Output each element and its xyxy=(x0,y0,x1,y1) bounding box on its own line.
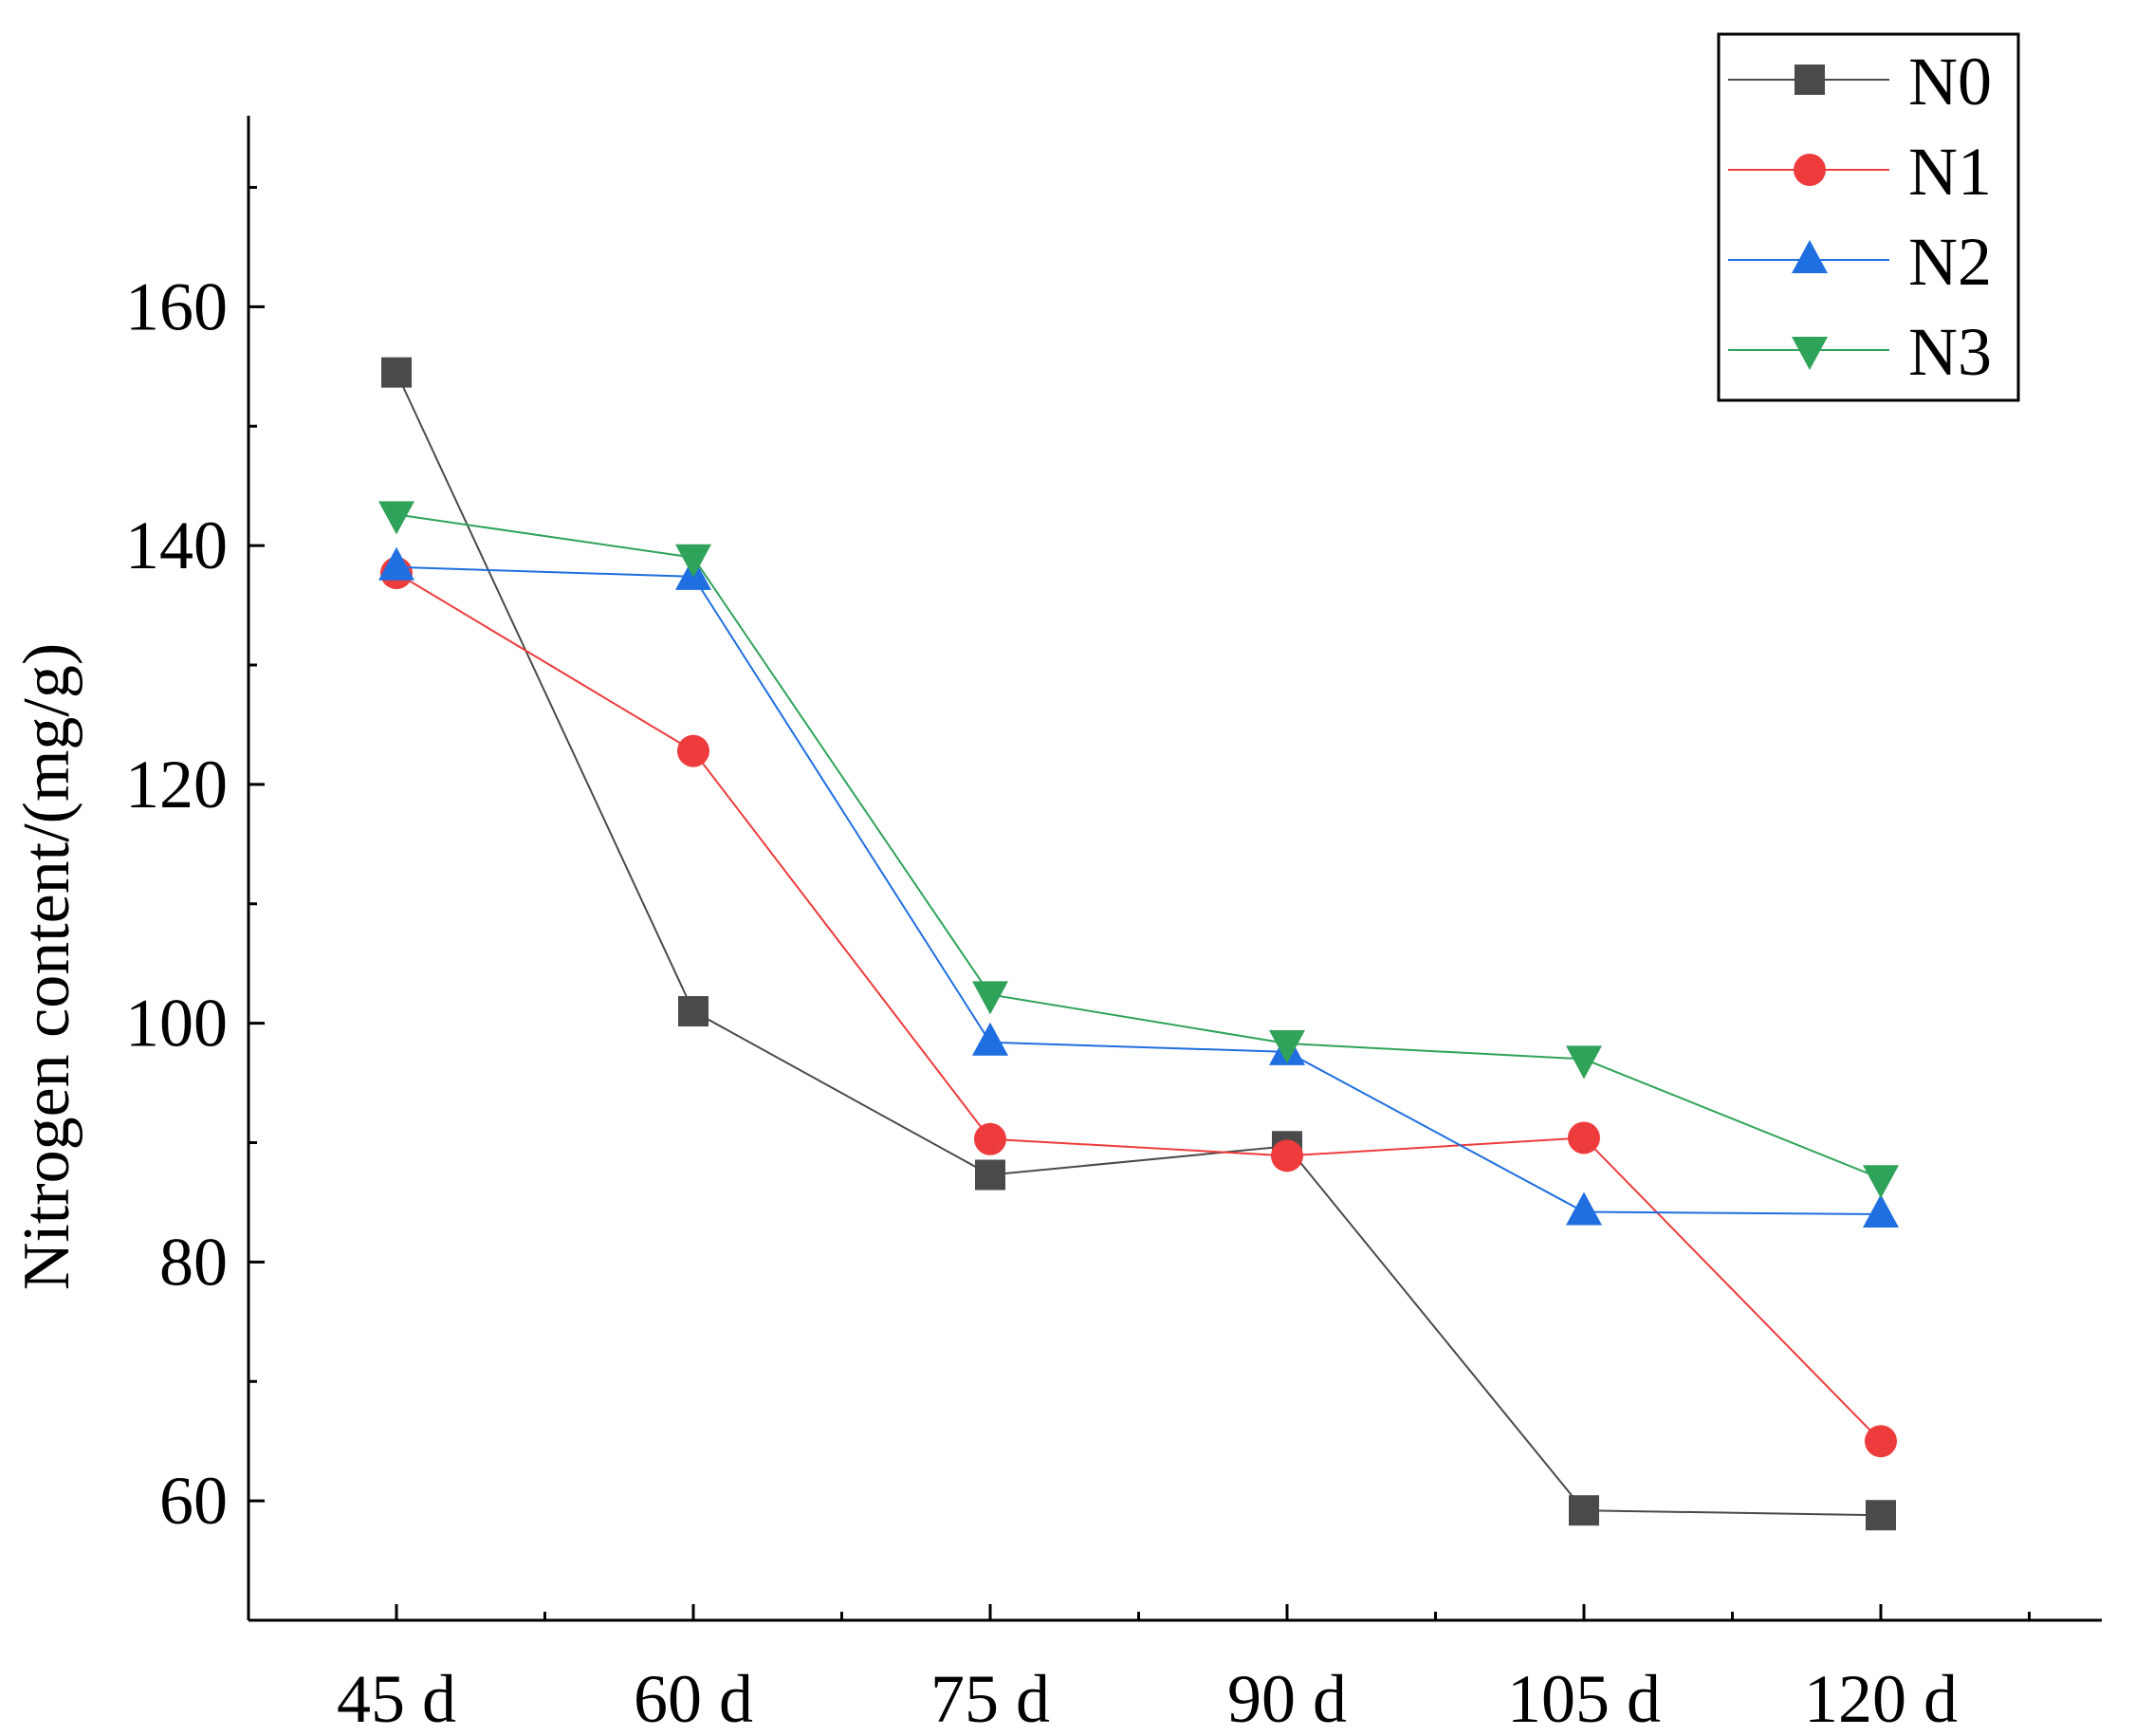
data-point-n3 xyxy=(972,981,1008,1015)
y-tick-label: 140 xyxy=(125,508,228,583)
y-tick-label: 80 xyxy=(159,1224,228,1300)
data-point-n1 xyxy=(1568,1121,1600,1154)
series-n0 xyxy=(381,357,1896,1531)
legend-item-n0: N0 xyxy=(1728,44,1992,120)
data-point-n1 xyxy=(1865,1425,1897,1458)
data-point-n0 xyxy=(678,996,709,1027)
data-point-n1 xyxy=(677,734,709,767)
series-n1 xyxy=(380,557,1897,1458)
data-point-n3 xyxy=(378,501,414,535)
x-tick-label: 45 d xyxy=(337,1661,456,1731)
series-n3 xyxy=(378,501,1899,1199)
legend-label: N2 xyxy=(1908,224,1992,300)
x-tick-label: 75 d xyxy=(930,1661,1050,1731)
legend-item-n3: N3 xyxy=(1728,314,1992,390)
data-point-n3 xyxy=(675,544,711,578)
series-line-n3 xyxy=(396,513,1882,1180)
data-point-n3 xyxy=(1566,1045,1602,1080)
legend-marker xyxy=(1792,337,1828,370)
axes: 60 80 100 120 140 160 45 d 60 d 75 d 90 d 105 d 120… xyxy=(10,116,2102,1736)
legend-marker xyxy=(1792,240,1828,273)
legend-box xyxy=(1717,32,2020,402)
legend-marker xyxy=(1794,154,1826,186)
data-point-n0 xyxy=(1569,1495,1599,1526)
x-tick-label: 120 d xyxy=(1804,1661,1958,1731)
x-tick-label: 60 d xyxy=(634,1661,753,1731)
data-point-n1 xyxy=(1271,1139,1303,1173)
y-tick-label: 100 xyxy=(125,986,228,1062)
data-point-n0 xyxy=(381,357,412,388)
data-point-n0 xyxy=(975,1159,1005,1191)
series-layer xyxy=(378,357,1899,1531)
data-point-n2 xyxy=(1566,1191,1602,1226)
legend-item-n2: N2 xyxy=(1728,224,1992,300)
series-n2 xyxy=(378,546,1899,1228)
series-line-n1 xyxy=(396,572,1882,1442)
y-tick-label: 120 xyxy=(125,747,228,822)
legend-item-n1: N1 xyxy=(1728,134,1992,210)
legend-marker xyxy=(1795,65,1825,95)
data-point-n3 xyxy=(1269,1030,1305,1064)
data-point-n2 xyxy=(972,1022,1008,1056)
legend: N0 N1 N2 N3 xyxy=(1717,32,2020,402)
legend-label: N3 xyxy=(1908,314,1992,390)
legend-label: N0 xyxy=(1908,44,1992,120)
y-tick-label: 160 xyxy=(125,268,228,344)
x-tick-label: 105 d xyxy=(1507,1661,1661,1731)
x-tick-label: 90 d xyxy=(1227,1661,1347,1731)
data-point-n1 xyxy=(974,1122,1006,1155)
y-axis-title: Nitrogen content/(mg/g) xyxy=(10,643,83,1290)
series-line-n2 xyxy=(396,565,1882,1216)
y-tick-label: 60 xyxy=(159,1463,228,1539)
data-point-n3 xyxy=(1863,1165,1899,1199)
data-point-n2 xyxy=(378,546,414,581)
data-point-n2 xyxy=(1863,1194,1899,1228)
legend-label: N1 xyxy=(1908,134,1992,210)
data-point-n0 xyxy=(1866,1500,1896,1531)
series-line-n0 xyxy=(396,372,1882,1517)
